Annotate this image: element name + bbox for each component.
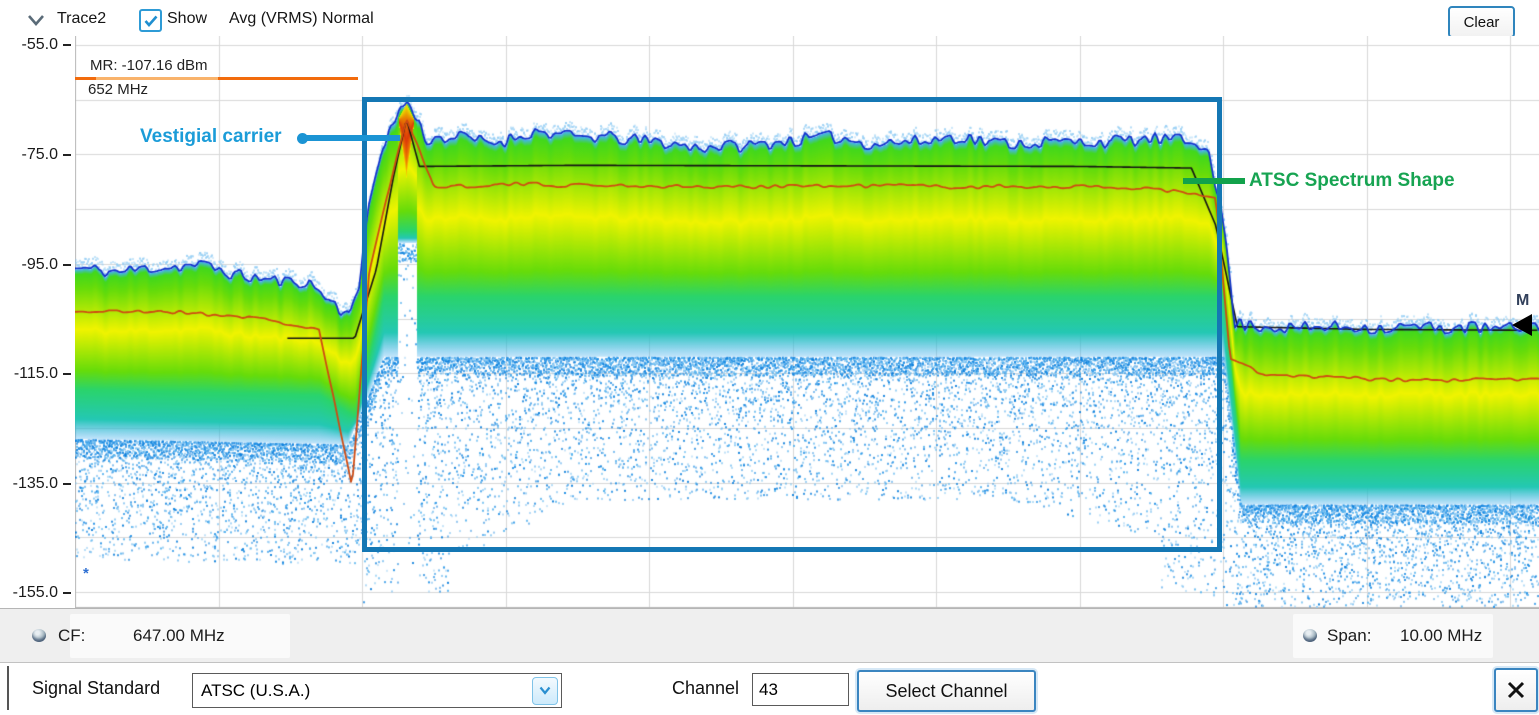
signal-standard-dropdown[interactable]: ATSC (U.S.A.) — [192, 673, 562, 708]
y-tick-label: -95.0 — [21, 256, 58, 273]
vestigial-callout-line — [302, 135, 400, 141]
y-tick-mark — [63, 592, 71, 594]
span-value[interactable]: 10.00 MHz — [1400, 626, 1483, 645]
spectrum-density-canvas — [75, 36, 1539, 608]
trace-asterisk-marker: * — [83, 565, 89, 582]
cf-chip — [70, 614, 290, 658]
y-tick-label: -155.0 — [12, 584, 58, 601]
cf-value[interactable]: 647.00 MHz — [133, 626, 225, 645]
close-button[interactable] — [1494, 668, 1538, 712]
y-tick-mark — [63, 483, 71, 485]
span-chip — [1293, 614, 1493, 658]
chevron-down-icon — [539, 686, 551, 695]
panel-edge-divider — [7, 666, 9, 710]
frequency-readout-strip: CF: 647.00 MHz Span: 10.00 MHz — [0, 608, 1539, 663]
dropdown-button[interactable] — [532, 676, 558, 705]
vestigial-carrier-label: Vestigial carrier — [140, 126, 282, 147]
atsc-spectrum-shape-label: ATSC Spectrum Shape — [1249, 170, 1455, 191]
signal-standard-bar: Signal Standard ATSC (U.S.A.) Channel Se… — [0, 662, 1539, 715]
cf-knob-icon[interactable] — [32, 629, 46, 642]
y-tick-mark — [63, 154, 71, 156]
show-checkbox[interactable] — [139, 9, 162, 32]
marker-readout-line-light — [96, 77, 218, 80]
cf-label: CF: — [58, 626, 86, 645]
trace-mode-label: Avg (VRMS) Normal — [229, 10, 374, 27]
show-label: Show — [167, 10, 208, 27]
y-tick-mark — [63, 44, 71, 46]
marker-readout-level: MR: -107.16 dBm — [90, 57, 208, 74]
span-label: Span: — [1327, 626, 1372, 645]
shape-callout-line — [1183, 178, 1245, 184]
signal-standard-selected: ATSC (U.S.A.) — [201, 680, 311, 700]
check-icon — [144, 15, 157, 27]
y-tick-mark — [63, 264, 71, 266]
select-channel-button[interactable]: Select Channel — [857, 670, 1036, 712]
marker-readout-freq: 652 MHz — [88, 81, 149, 98]
y-tick-label: -115.0 — [13, 365, 58, 382]
clear-button[interactable]: Clear — [1448, 6, 1515, 38]
marker-m-label: M — [1516, 292, 1530, 309]
trace-expander-chevron-icon[interactable] — [26, 13, 46, 28]
y-tick-mark — [63, 373, 71, 375]
y-tick-label: -75.0 — [21, 146, 58, 163]
span-knob-icon[interactable] — [1303, 629, 1317, 642]
marker-m-arrow[interactable] — [1512, 314, 1532, 336]
y-tick-label: -55.0 — [21, 36, 58, 53]
signal-standard-label: Signal Standard — [32, 678, 161, 698]
channel-input[interactable] — [752, 673, 849, 706]
channel-outline-box — [362, 97, 1222, 552]
y-tick-label: -135.0 — [12, 475, 58, 492]
channel-label: Channel — [672, 678, 740, 698]
trace-label: Trace2 — [57, 10, 107, 27]
close-icon — [1507, 681, 1525, 699]
